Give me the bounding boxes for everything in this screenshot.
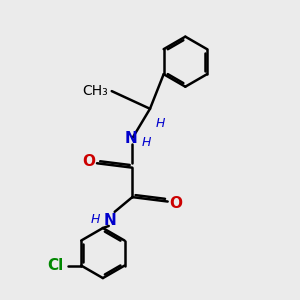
Text: H: H — [142, 136, 151, 149]
Text: Cl: Cl — [47, 258, 64, 273]
Text: N: N — [104, 213, 117, 228]
Text: O: O — [169, 196, 182, 211]
Text: H: H — [155, 117, 165, 130]
Text: O: O — [82, 154, 95, 169]
Text: H: H — [91, 213, 100, 226]
Text: N: N — [124, 131, 137, 146]
Text: CH₃: CH₃ — [82, 84, 108, 98]
